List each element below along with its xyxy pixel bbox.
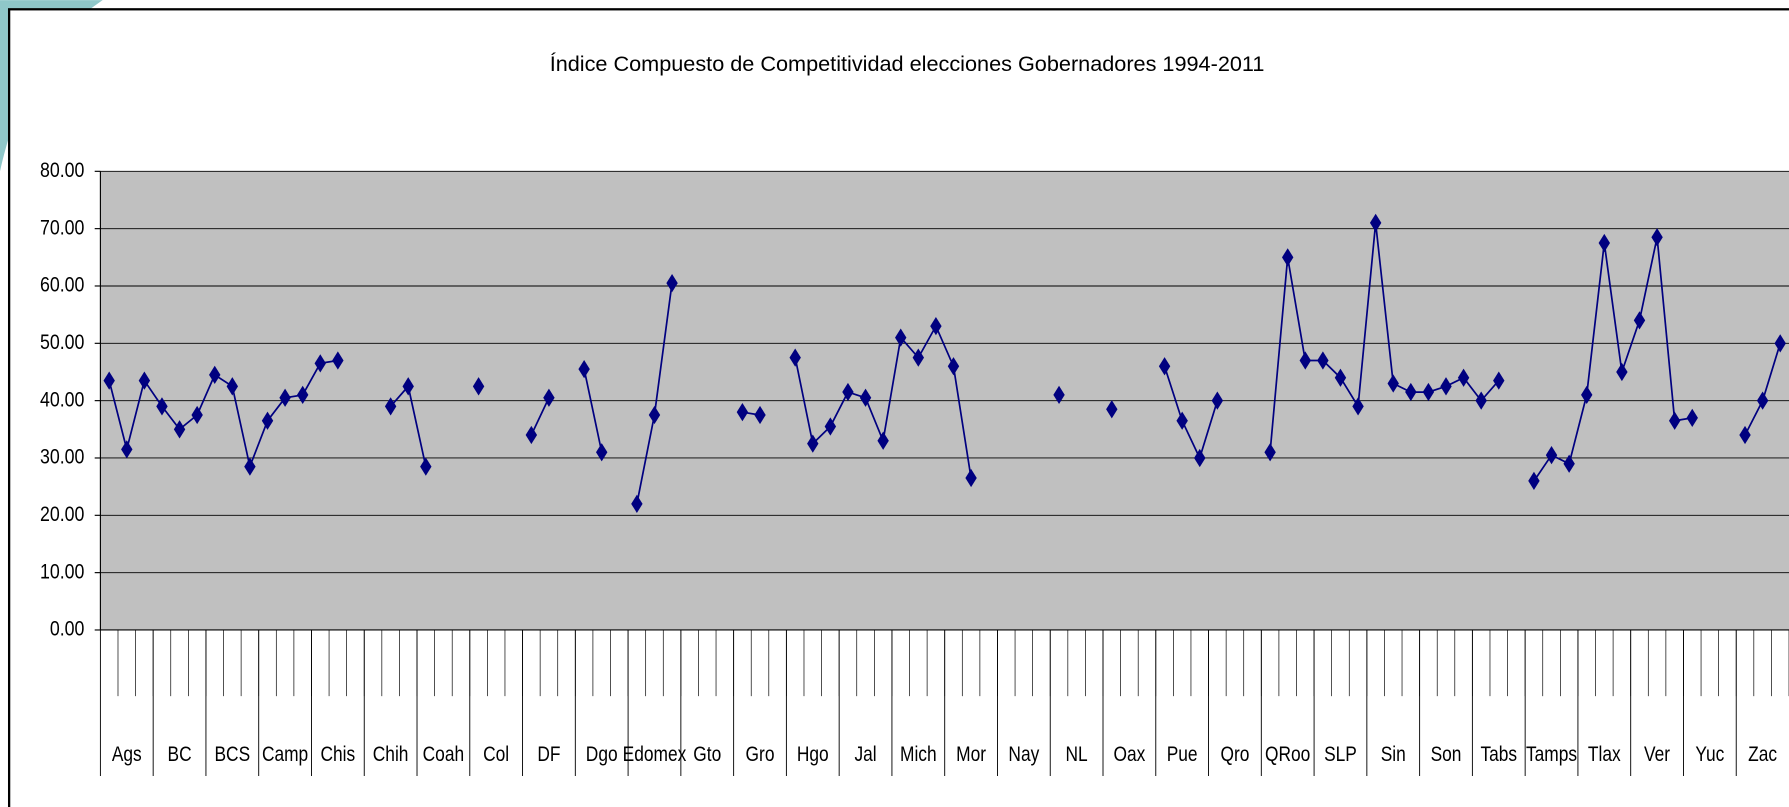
point-marker	[807, 434, 819, 453]
point-marker	[244, 457, 256, 476]
point-marker	[1352, 397, 1364, 416]
point-marker	[226, 377, 239, 396]
group-label: Col	[483, 742, 509, 766]
group-label: Tamps	[1526, 742, 1577, 766]
group-label: Zac	[1748, 742, 1777, 766]
point-marker	[631, 494, 643, 513]
point-marker	[1545, 445, 1558, 465]
group-label: Ags	[112, 742, 142, 766]
group-label: Nay	[1008, 742, 1039, 766]
point-marker	[279, 388, 291, 407]
point-marker	[666, 273, 678, 293]
point-marker	[754, 405, 766, 425]
point-marker	[596, 443, 608, 462]
point-marker	[1563, 454, 1575, 473]
point-marker	[1493, 371, 1505, 390]
point-marker	[156, 397, 168, 416]
group-label: Pue	[1167, 742, 1198, 766]
point-marker	[1651, 228, 1663, 247]
group-label: SLP	[1324, 742, 1357, 766]
point-marker	[895, 328, 907, 347]
group-label: NL	[1066, 742, 1088, 766]
point-marker	[842, 382, 854, 402]
group-label: Camp	[262, 742, 308, 766]
point-marker	[402, 377, 414, 396]
point-marker	[314, 354, 326, 373]
point-marker	[472, 377, 485, 396]
point-marker	[736, 402, 749, 422]
point-marker	[1475, 391, 1487, 410]
point-marker	[824, 417, 837, 436]
point-marker	[930, 316, 942, 336]
point-marker	[296, 385, 309, 405]
point-marker	[261, 411, 274, 430]
group-label: Jal	[854, 742, 876, 766]
point-marker	[543, 388, 555, 407]
group-label: Coah	[423, 742, 464, 766]
group-label: Gro	[746, 742, 775, 766]
group-label: Gto	[693, 742, 721, 766]
y-tick-label: 80.00	[40, 158, 84, 182]
group-label: Tlax	[1588, 742, 1621, 766]
point-marker	[1194, 448, 1206, 468]
point-marker	[1756, 391, 1769, 410]
chart-title: Índice Compuesto de Competitividad elecc…	[550, 51, 1265, 76]
group-label: Tabs	[1480, 742, 1517, 766]
group-label: Son	[1431, 742, 1462, 766]
point-marker	[384, 397, 397, 416]
point-marker	[1299, 351, 1311, 370]
group-label: DF	[537, 742, 560, 766]
y-tick-label: 20.00	[40, 502, 84, 526]
point-marker	[1686, 408, 1698, 427]
group-label: Oax	[1113, 742, 1145, 766]
point-marker	[789, 348, 801, 367]
point-marker	[1387, 374, 1399, 393]
y-tick-label: 30.00	[40, 445, 84, 469]
point-marker	[1334, 368, 1347, 387]
y-tick-label: 0.00	[50, 617, 85, 641]
point-marker	[859, 388, 872, 407]
point-marker	[965, 468, 977, 488]
y-tick-label: 60.00	[40, 273, 84, 297]
group-label: Chis	[321, 742, 356, 766]
group-label: Mor	[956, 742, 986, 766]
point-marker	[1581, 385, 1593, 405]
group-label: BCS	[214, 742, 250, 766]
y-tick-label: 70.00	[40, 216, 84, 240]
group-label: Yuc	[1695, 742, 1724, 766]
y-tick-label: 40.00	[40, 388, 84, 412]
group-label: Edomex	[623, 742, 687, 766]
group-label: Ver	[1644, 742, 1670, 766]
point-marker	[1106, 400, 1118, 419]
point-marker	[1739, 425, 1751, 445]
point-marker	[332, 351, 344, 370]
group-label: Sin	[1381, 742, 1406, 766]
point-marker	[947, 357, 960, 376]
point-marker	[1317, 351, 1329, 370]
group-label: Dgo	[586, 742, 618, 766]
point-marker	[1422, 382, 1435, 402]
y-tick-label: 50.00	[40, 330, 84, 354]
point-marker	[1264, 443, 1276, 462]
point-marker	[1211, 391, 1224, 410]
group-label: Chih	[373, 742, 409, 766]
group-label: Hgo	[797, 742, 829, 766]
point-marker	[1281, 248, 1294, 267]
point-marker	[1616, 362, 1628, 382]
group-label: BC	[168, 742, 192, 766]
point-marker	[912, 348, 925, 367]
point-marker	[1457, 368, 1470, 387]
group-label: Mich	[900, 742, 937, 766]
point-marker	[877, 431, 889, 450]
point-marker	[648, 405, 661, 425]
y-tick-label: 10.00	[40, 560, 84, 584]
point-marker	[578, 359, 590, 379]
group-label: QRoo	[1265, 742, 1310, 766]
group-label: Qro	[1220, 742, 1249, 766]
